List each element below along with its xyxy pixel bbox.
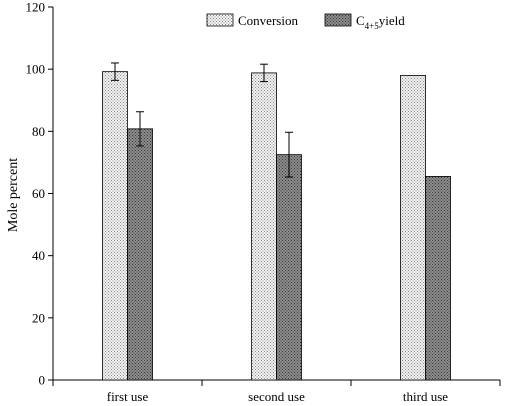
y-tick-label: 100 [26,62,46,77]
conversion-bar [251,72,277,381]
legend-label-c45-yield: C4+5yield [356,13,405,31]
y-tick-label: 120 [26,0,46,15]
c45-yield-bar [425,176,451,381]
y-tick-label: 60 [32,186,45,201]
error-bars [111,62,293,178]
y-tick-label: 0 [39,373,46,388]
conversion-bar [102,71,128,381]
bars [102,71,451,381]
y-axis: 0 20 40 60 80 100 120 [26,0,54,388]
y-tick-label: 20 [32,310,45,325]
legend-swatch-conversion [206,13,234,27]
legend-label-c45-main: C [356,13,365,28]
y-tick-label: 40 [32,248,45,263]
x-tick-label: third use [403,389,448,404]
legend: Conversion C4+5yield [206,13,405,31]
x-axis: first use second use third use [52,379,501,404]
y-axis-label: Mole percent [6,158,21,232]
conversion-bar [400,74,426,381]
x-tick-label: second use [248,389,305,404]
legend-label-c45-sub: 4+5 [365,21,380,31]
legend-label-conversion: Conversion [238,13,298,28]
c45-yield-bar [276,154,302,381]
legend-label-c45-suffix: yield [379,13,405,28]
x-tick-label: first use [107,389,149,404]
legend-swatch-c45-yield [324,13,352,27]
y-tick-label: 80 [32,124,45,139]
c45-yield-bar [127,128,153,381]
